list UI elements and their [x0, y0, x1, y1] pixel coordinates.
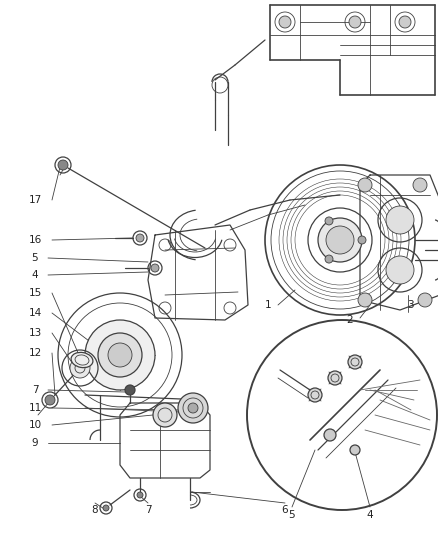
Circle shape — [103, 505, 109, 511]
Circle shape — [357, 293, 371, 307]
Circle shape — [412, 178, 426, 192]
Circle shape — [136, 234, 144, 242]
Circle shape — [151, 264, 159, 272]
Text: 15: 15 — [28, 288, 42, 298]
Circle shape — [323, 429, 335, 441]
Circle shape — [347, 355, 361, 369]
Circle shape — [125, 385, 135, 395]
Text: 13: 13 — [28, 328, 42, 338]
Circle shape — [385, 206, 413, 234]
Text: 5: 5 — [32, 253, 38, 263]
Text: 7: 7 — [32, 385, 38, 395]
Ellipse shape — [71, 352, 93, 368]
Circle shape — [385, 256, 413, 284]
Circle shape — [45, 395, 55, 405]
Circle shape — [153, 403, 177, 427]
Circle shape — [70, 358, 90, 378]
Text: 3: 3 — [406, 300, 412, 310]
Circle shape — [324, 217, 332, 225]
Text: 2: 2 — [346, 315, 353, 325]
Circle shape — [398, 16, 410, 28]
Circle shape — [348, 16, 360, 28]
Circle shape — [108, 343, 132, 367]
Circle shape — [357, 178, 371, 192]
Circle shape — [357, 236, 365, 244]
Circle shape — [187, 403, 198, 413]
Circle shape — [417, 293, 431, 307]
Circle shape — [324, 255, 332, 263]
Text: 1: 1 — [264, 300, 271, 310]
Circle shape — [177, 393, 208, 423]
Circle shape — [325, 226, 353, 254]
Text: 17: 17 — [28, 195, 42, 205]
Text: 6: 6 — [281, 505, 288, 515]
Circle shape — [85, 320, 155, 390]
Text: 11: 11 — [28, 403, 42, 413]
Text: 16: 16 — [28, 235, 42, 245]
Text: 12: 12 — [28, 348, 42, 358]
Circle shape — [98, 333, 141, 377]
Text: 14: 14 — [28, 308, 42, 318]
Circle shape — [327, 371, 341, 385]
Circle shape — [317, 218, 361, 262]
Text: 7: 7 — [145, 505, 151, 515]
Text: 9: 9 — [32, 438, 38, 448]
Text: 5: 5 — [288, 510, 295, 520]
Circle shape — [349, 445, 359, 455]
Circle shape — [58, 160, 68, 170]
Circle shape — [307, 388, 321, 402]
Text: 10: 10 — [28, 420, 42, 430]
Circle shape — [137, 492, 143, 498]
Circle shape — [279, 16, 290, 28]
Text: 4: 4 — [366, 510, 372, 520]
Text: 4: 4 — [32, 270, 38, 280]
Text: 8: 8 — [92, 505, 98, 515]
